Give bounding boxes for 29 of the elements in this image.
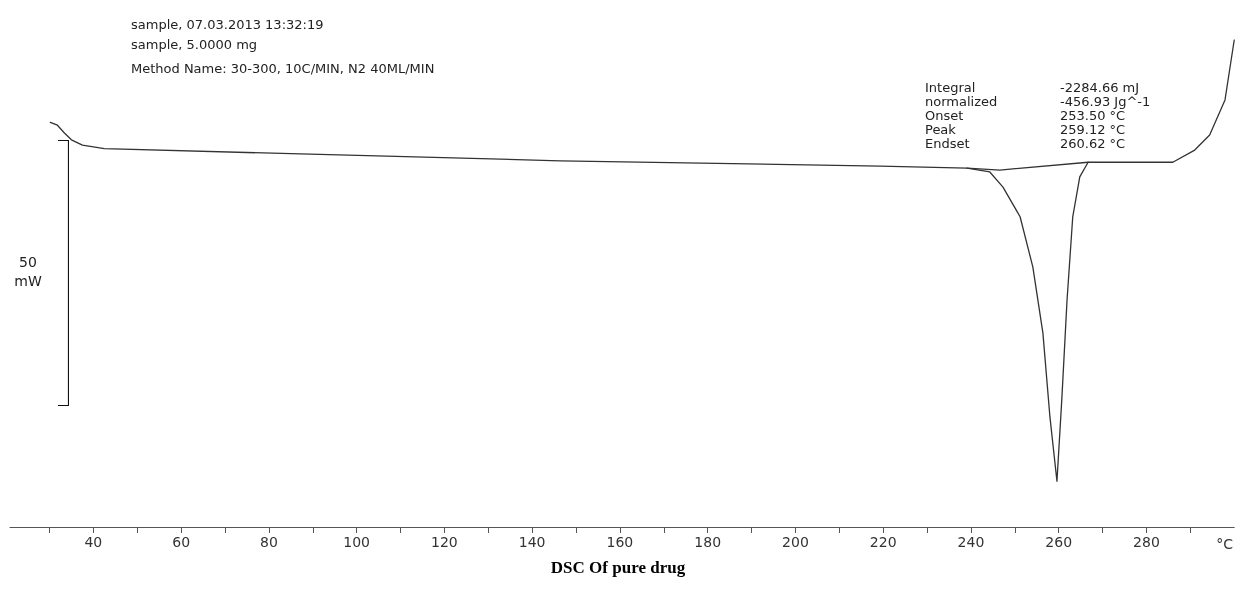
annotation: 260.62 °C <box>1060 136 1126 151</box>
annotation: Endset <box>925 136 970 151</box>
x-tick-label: 280 <box>1133 534 1160 550</box>
x-tick-label: 160 <box>606 534 634 550</box>
x-tick-label: 260 <box>1045 534 1073 550</box>
annotation: 253.50 °C <box>1060 108 1126 123</box>
x-tick-label: 40 <box>84 534 103 550</box>
x-tick-label: 80 <box>259 534 278 550</box>
x-tick-label: 240 <box>957 534 985 550</box>
annotation: 259.12 °C <box>1060 122 1126 137</box>
x-tick-label: 200 <box>782 534 809 550</box>
text: sample, 07.03.2013 13:32:19 <box>131 17 324 32</box>
x-axis-title: °C <box>1216 536 1234 552</box>
annotation: Onset <box>925 108 964 123</box>
annotation: Integral <box>925 80 976 95</box>
annotation: Method Name: 30-300, 10C/MIN, N2 40ML/MIN <box>131 61 435 76</box>
text: DSC Of pure drug <box>550 557 686 577</box>
annotation: -2284.66 mJ <box>1060 80 1140 95</box>
annotation: -456.93 Jg^-1 <box>1060 94 1151 109</box>
x-tick-label: 60 <box>172 534 191 550</box>
annotation: Peak <box>925 122 957 137</box>
x-tick-label: 100 <box>343 534 371 550</box>
x-tick-label: 220 <box>869 534 897 550</box>
x-tick-label: 120 <box>431 534 458 550</box>
x-tick-label: 140 <box>518 534 546 550</box>
annotation: sample, 5.0000 mg <box>131 37 258 52</box>
annotation: 50 mW <box>14 253 42 289</box>
x-tick-label: 180 <box>694 534 722 550</box>
annotation: normalized <box>925 94 998 109</box>
